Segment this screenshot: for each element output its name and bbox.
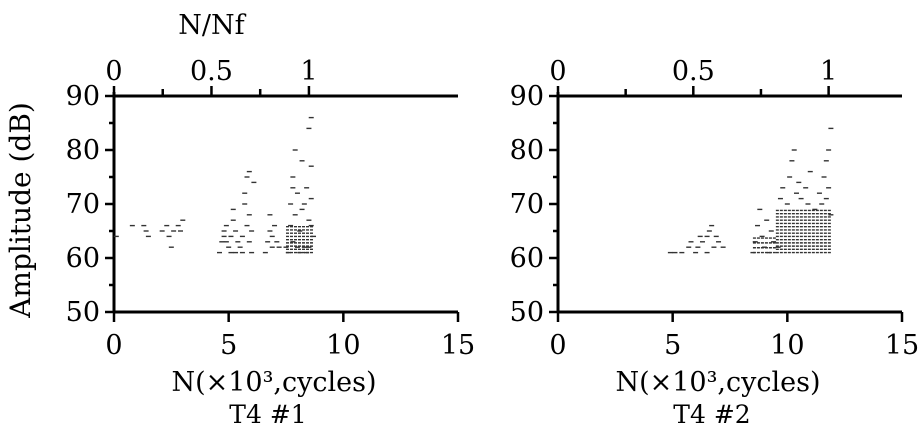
- x-axis-label: N(×10³,cycles): [615, 367, 820, 398]
- x-tick-label: 0: [549, 330, 566, 361]
- top-axis-label: N/Nf: [178, 10, 246, 41]
- top-tick-label: 0.5: [190, 56, 233, 87]
- top-tick-label: 1: [820, 56, 837, 87]
- y-tick-label: 70: [510, 189, 544, 220]
- x-tick-label: 15: [885, 330, 919, 361]
- y-tick-label: 60: [66, 243, 100, 274]
- top-tick-label: 0.5: [672, 56, 715, 87]
- subplot-title: T4 #2: [673, 400, 750, 429]
- top-tick-label: 1: [300, 56, 317, 87]
- y-tick-label: 50: [510, 297, 544, 328]
- x-tick-label: 0: [105, 330, 122, 361]
- x-tick-label: 15: [441, 330, 475, 361]
- y-tick-label: 50: [66, 297, 100, 328]
- x-axis-label: N(×10³,cycles): [171, 367, 376, 398]
- top-tick-label: 0: [105, 56, 122, 87]
- y-tick-label: 80: [66, 135, 100, 166]
- subplot-title: T4 #1: [229, 400, 306, 429]
- x-tick-label: 10: [326, 330, 360, 361]
- y-tick-label: 70: [66, 189, 100, 220]
- y-tick-label: 60: [510, 243, 544, 274]
- x-tick-label: 10: [770, 330, 804, 361]
- top-tick-label: 0: [549, 56, 566, 87]
- y-axis-label: Amplitude (dB): [4, 102, 37, 319]
- y-tick-label: 80: [510, 135, 544, 166]
- x-tick-label: 5: [220, 330, 237, 361]
- y-tick-label: 90: [66, 81, 100, 112]
- y-tick-label: 90: [510, 81, 544, 112]
- x-tick-label: 5: [664, 330, 681, 361]
